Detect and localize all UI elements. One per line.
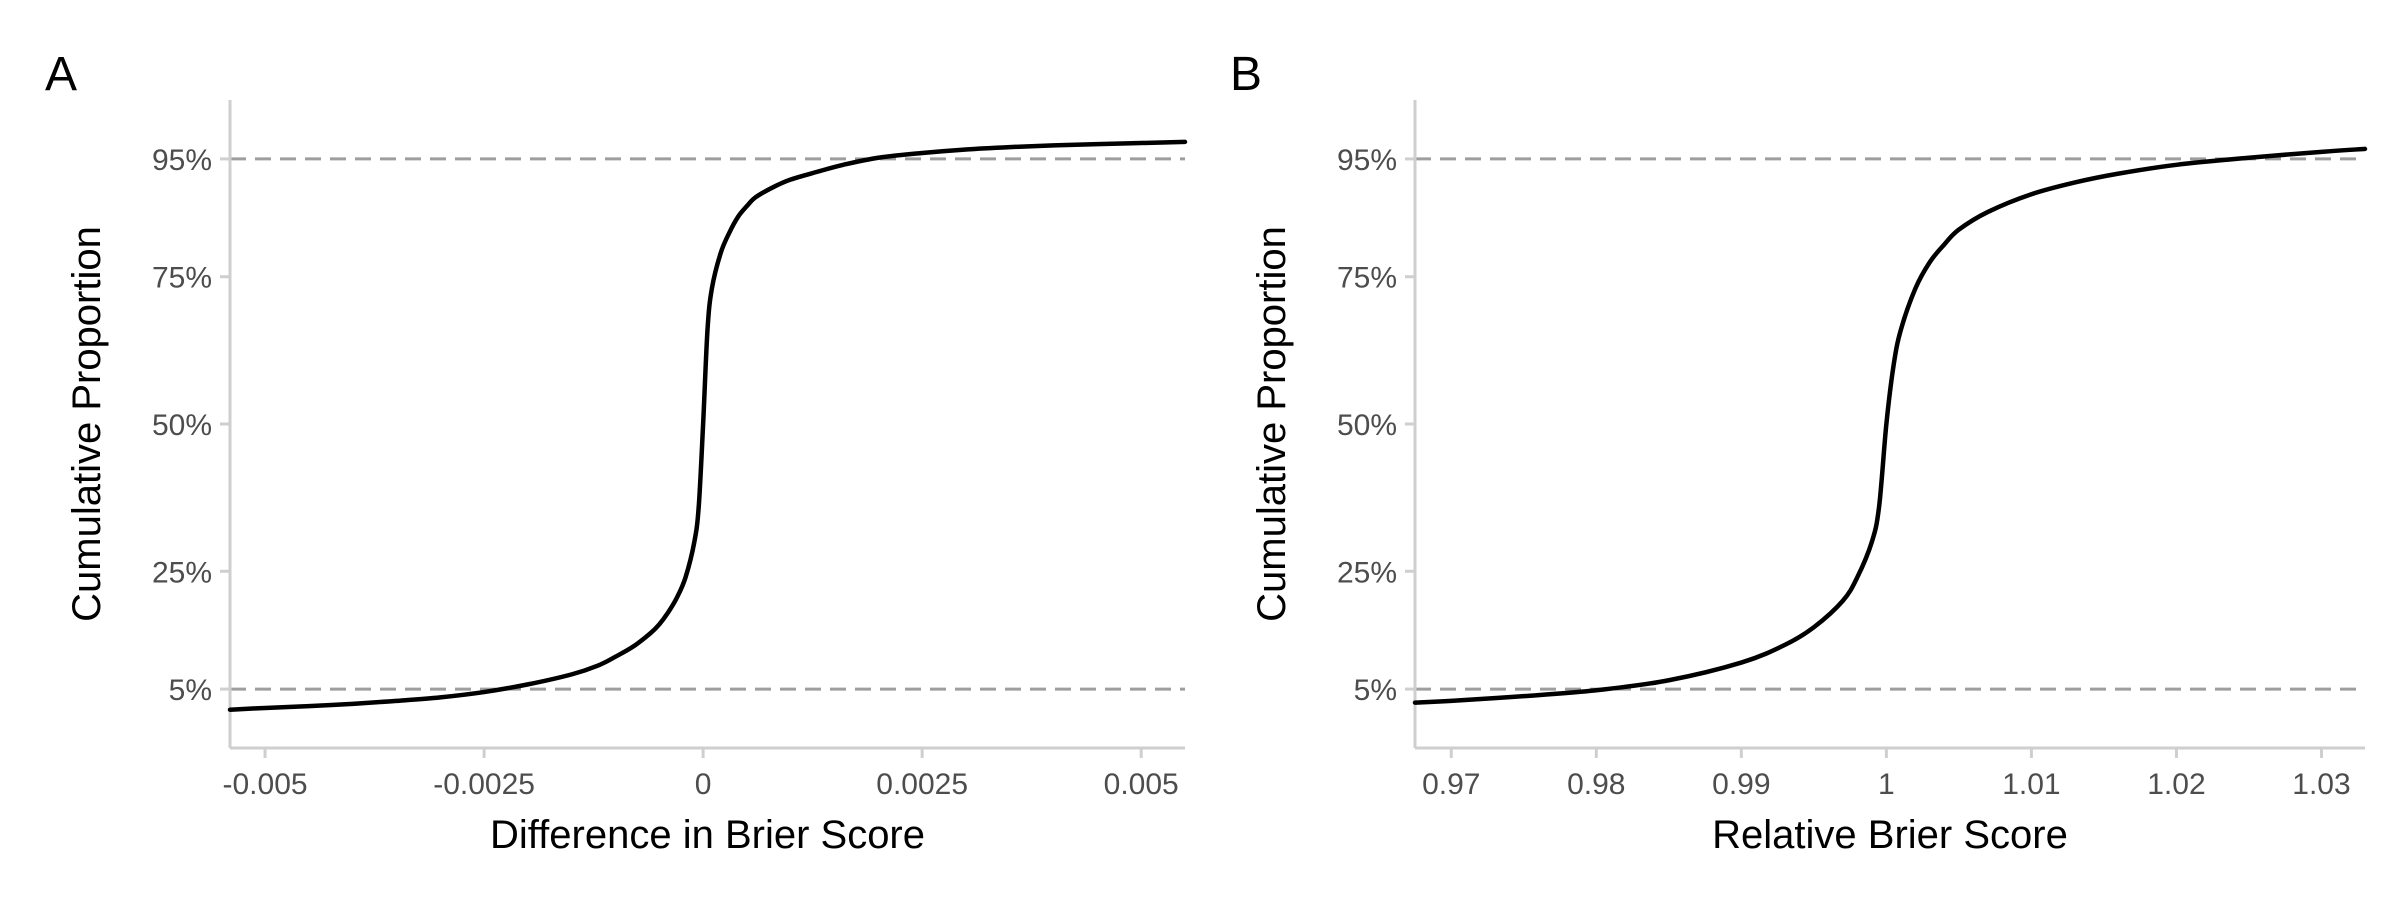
x-tick-label: 0.97 <box>1422 768 1480 801</box>
y-tick-label: 95% <box>1337 144 1397 177</box>
x-tick-label: 1.01 <box>2002 768 2060 801</box>
y-axis-title: Cumulative Proportion <box>1250 226 1294 622</box>
x-tick-label: 0.005 <box>1104 768 1179 801</box>
y-axis-title: Cumulative Proportion <box>65 226 109 622</box>
y-tick-label: 25% <box>1337 556 1397 589</box>
y-tick-label: 25% <box>152 556 212 589</box>
x-tick-label: -0.0025 <box>433 768 535 801</box>
ecdf-curve <box>1412 146 2368 705</box>
x-tick-label: 0.99 <box>1712 768 1770 801</box>
x-axis-title: Difference in Brier Score <box>490 813 925 857</box>
panel-label: B <box>1230 48 1262 101</box>
panel-a: A 5% 25% 50% 75% 95% -0.005 -0.0025 0 0.0025 0.005… <box>45 48 1188 857</box>
x-tick-label: 1 <box>1878 768 1895 801</box>
y-tick-label: 75% <box>152 262 212 295</box>
x-tick-label: 1.03 <box>2292 768 2350 801</box>
panel-b: B 5% 25% 50% 75% 95% 0.97 0.98 0.99 1 1.01 1.02 1.03… <box>1230 48 2368 857</box>
ecdf-curve <box>227 139 1188 712</box>
y-tick-label: 95% <box>152 144 212 177</box>
y-tick-label: 5% <box>1354 674 1397 707</box>
y-tick-label: 5% <box>169 674 212 707</box>
panel-label: A <box>45 48 77 101</box>
x-tick-label: 0.98 <box>1567 768 1625 801</box>
y-tick-label: 50% <box>1337 409 1397 442</box>
x-axis-title: Relative Brier Score <box>1712 813 2068 857</box>
x-tick-label: 0.0025 <box>876 768 968 801</box>
y-tick-label: 50% <box>152 409 212 442</box>
y-tick-label: 75% <box>1337 262 1397 295</box>
x-tick-label: -0.005 <box>223 768 308 801</box>
x-tick-label: 0 <box>695 768 712 801</box>
x-tick-label: 1.02 <box>2147 768 2205 801</box>
